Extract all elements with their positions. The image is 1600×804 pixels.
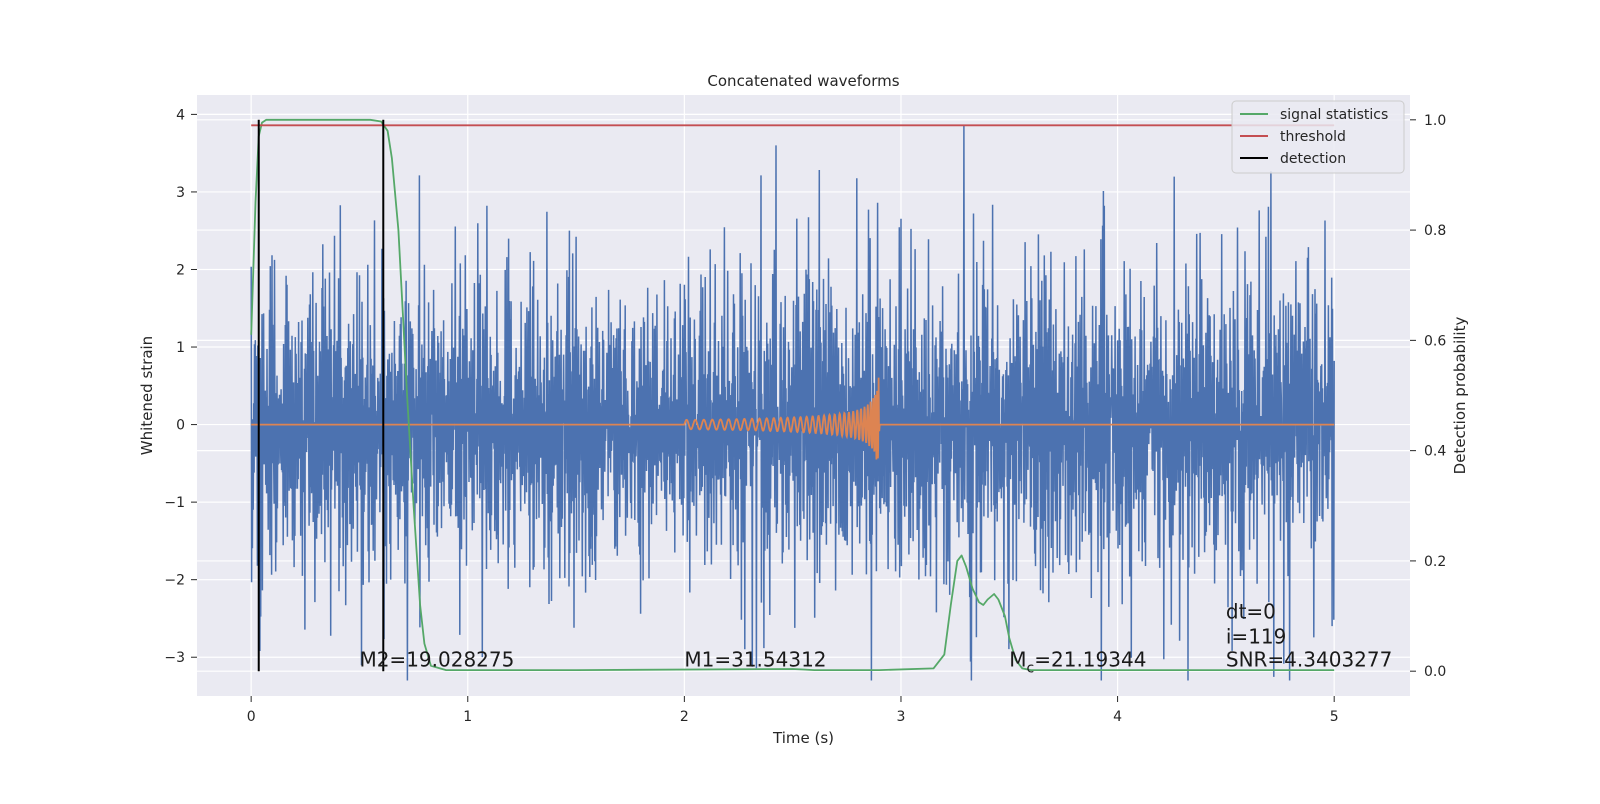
y-right-tick-label: 0.8 [1424,223,1446,239]
annotation-text: dt=0 [1226,599,1276,623]
detection-layer [257,119,385,672]
annotation-layer: M2=19.028275 M1=31.54312 Mc=21.19344 dt=0i=… [359,599,1392,676]
y-tick-label: 1 [176,340,185,356]
legend-label-detection: detection [1280,151,1346,167]
x-tick-label: 3 [897,709,906,725]
y-right-tick-label: 0.6 [1424,333,1446,349]
annotation-text: M1=31.54312 [684,648,826,672]
x-tick-label: 1 [463,709,472,725]
series-whitened-noise-line [250,125,1335,681]
tick-layer: 0 1 2 3 4 5 −3 −2 −1 0 1 2 3 4 0.0 0.2 0.4 0.6 0.8 1.0 [164,107,1446,725]
x-tick-label: 5 [1330,709,1339,725]
y-tick-label: −1 [164,495,185,511]
y-axis-label: Whitened strain [138,336,156,455]
x-tick-label: 4 [1113,709,1122,725]
legend: signal statistics threshold detection [1231,100,1405,174]
chart-title: Concatenated waveforms [707,72,899,90]
y-tick-label: −2 [164,573,185,589]
x-tick-label: 0 [247,709,256,725]
y-tick-label: 4 [176,107,185,123]
y-right-tick-label: 0.4 [1424,444,1446,460]
series-signal-statistics-line [250,118,1335,671]
y-tick-label: 3 [176,185,185,201]
annotation-text: SNR=4.3403277 [1226,648,1392,672]
y-right-tick-label: 0.0 [1424,664,1446,680]
annotation-text: i=119 [1226,624,1287,648]
legend-box [1231,100,1405,174]
y-tick-label: 2 [176,262,185,278]
series-chirp-line [251,377,1335,460]
y-right-tick-label: 1.0 [1424,113,1446,129]
annotation-text: Mc=21.19344 [1009,648,1146,677]
legend-label-threshold: threshold [1280,129,1346,145]
legend-label-signal-statistics: signal statistics [1280,107,1388,123]
series-layer [250,125,1335,681]
y-right-axis-label: Detection probability [1451,317,1469,475]
y-tick-label: 0 [176,418,185,434]
right-axis-series-layer [250,118,1335,671]
x-tick-label: 2 [680,709,689,725]
x-axis-label: Time (s) [772,729,834,747]
annotation-text: M2=19.028275 [359,648,514,672]
y-right-tick-label: 0.2 [1424,554,1446,570]
y-tick-label: −3 [164,650,185,666]
